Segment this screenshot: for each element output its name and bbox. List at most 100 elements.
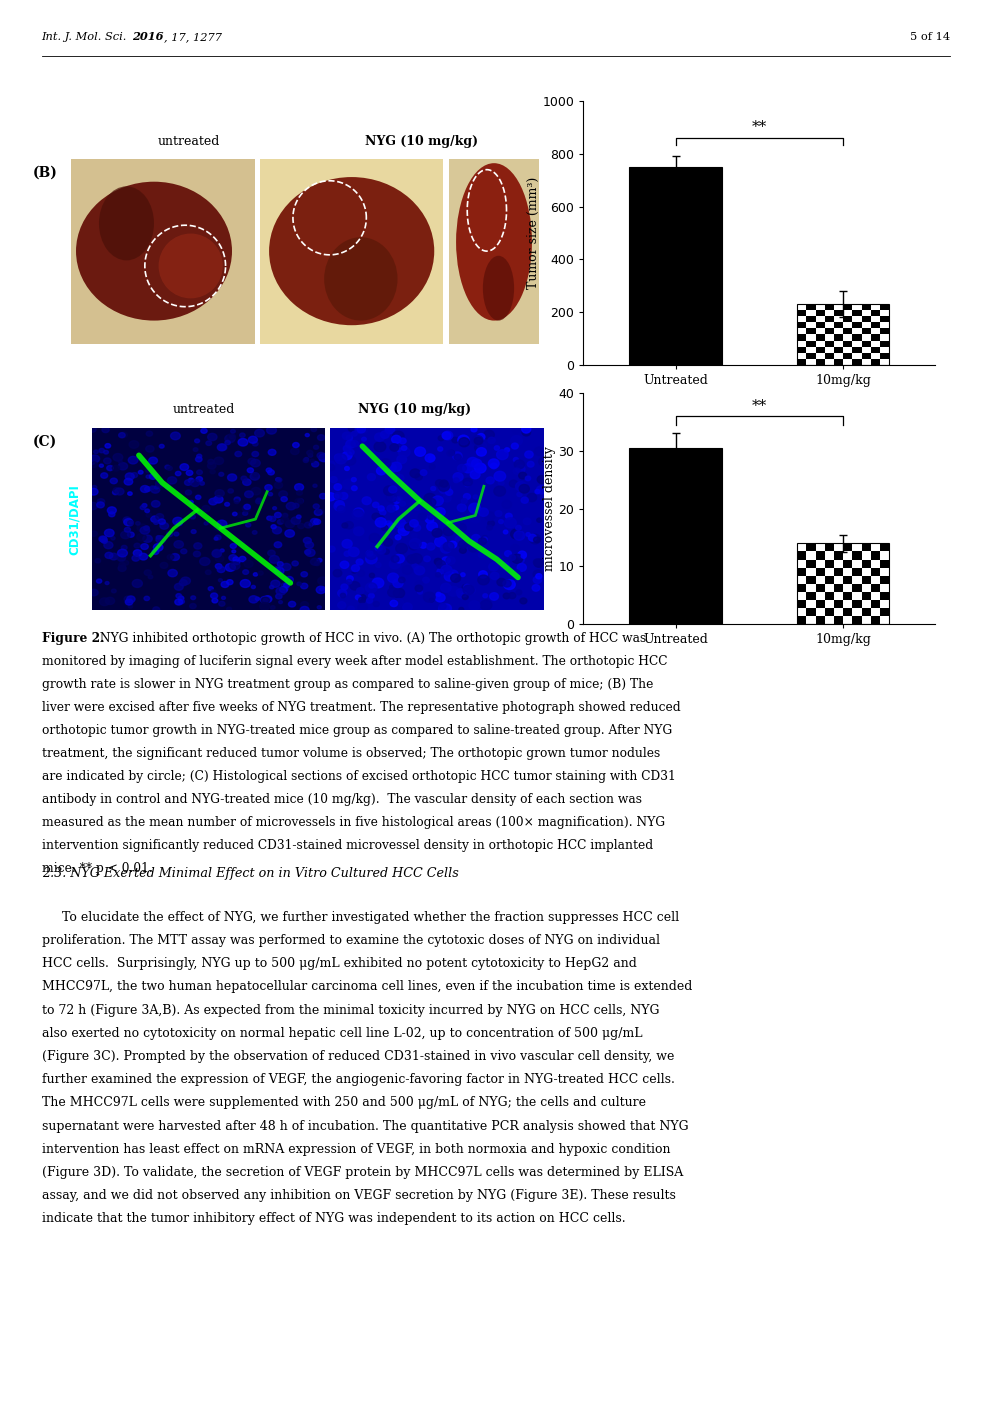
Circle shape bbox=[534, 577, 542, 584]
Circle shape bbox=[284, 584, 290, 588]
Circle shape bbox=[113, 488, 119, 492]
Circle shape bbox=[213, 498, 218, 501]
Circle shape bbox=[517, 492, 522, 497]
Text: to 72 h (Figure 3A,B). As expected from the minimal toxicity incurred by NYG on : to 72 h (Figure 3A,B). As expected from … bbox=[42, 1003, 659, 1017]
Circle shape bbox=[423, 577, 430, 582]
Circle shape bbox=[345, 456, 356, 466]
Circle shape bbox=[387, 505, 395, 512]
Circle shape bbox=[397, 456, 407, 463]
Circle shape bbox=[347, 575, 353, 581]
Circle shape bbox=[225, 435, 235, 443]
Circle shape bbox=[154, 521, 159, 525]
Circle shape bbox=[253, 442, 258, 446]
Circle shape bbox=[439, 480, 448, 487]
Bar bbox=[843, 316, 852, 323]
Circle shape bbox=[457, 464, 466, 473]
Circle shape bbox=[113, 453, 123, 462]
Circle shape bbox=[215, 535, 221, 540]
Circle shape bbox=[514, 460, 525, 469]
Circle shape bbox=[372, 578, 384, 588]
Circle shape bbox=[393, 588, 405, 598]
Circle shape bbox=[271, 581, 280, 588]
Bar bbox=[806, 543, 815, 551]
Circle shape bbox=[171, 432, 181, 439]
Circle shape bbox=[390, 585, 394, 589]
Text: (C): (C) bbox=[33, 435, 57, 449]
Circle shape bbox=[340, 561, 349, 568]
Circle shape bbox=[133, 550, 142, 557]
Circle shape bbox=[219, 602, 225, 606]
Circle shape bbox=[385, 521, 392, 528]
Circle shape bbox=[274, 567, 281, 572]
Circle shape bbox=[156, 536, 161, 539]
Circle shape bbox=[482, 536, 487, 540]
Circle shape bbox=[214, 495, 223, 504]
Circle shape bbox=[288, 579, 293, 584]
Circle shape bbox=[306, 434, 310, 436]
Circle shape bbox=[342, 432, 351, 439]
Circle shape bbox=[93, 450, 98, 453]
Circle shape bbox=[378, 506, 384, 511]
Bar bbox=[798, 616, 806, 624]
Circle shape bbox=[462, 592, 467, 596]
Circle shape bbox=[293, 442, 300, 448]
Circle shape bbox=[143, 535, 152, 543]
Circle shape bbox=[464, 483, 470, 487]
Circle shape bbox=[128, 521, 134, 525]
Circle shape bbox=[337, 589, 347, 598]
Circle shape bbox=[410, 539, 422, 549]
Circle shape bbox=[131, 473, 138, 477]
Circle shape bbox=[387, 488, 392, 492]
Circle shape bbox=[388, 572, 399, 582]
Circle shape bbox=[402, 446, 407, 450]
Circle shape bbox=[90, 589, 98, 596]
Circle shape bbox=[463, 494, 470, 499]
Circle shape bbox=[137, 533, 146, 542]
Circle shape bbox=[273, 526, 282, 535]
Circle shape bbox=[141, 544, 148, 550]
Circle shape bbox=[526, 476, 531, 481]
Circle shape bbox=[384, 539, 393, 546]
Circle shape bbox=[153, 607, 160, 612]
Circle shape bbox=[88, 427, 96, 432]
Circle shape bbox=[239, 557, 246, 561]
Circle shape bbox=[351, 441, 358, 446]
Circle shape bbox=[253, 473, 258, 477]
Bar bbox=[862, 543, 871, 551]
Circle shape bbox=[297, 515, 301, 519]
Circle shape bbox=[467, 588, 475, 593]
Circle shape bbox=[335, 453, 347, 464]
Circle shape bbox=[237, 512, 243, 518]
Circle shape bbox=[104, 529, 114, 537]
Circle shape bbox=[460, 572, 465, 577]
Circle shape bbox=[451, 434, 456, 438]
Circle shape bbox=[90, 462, 94, 464]
Circle shape bbox=[100, 536, 107, 542]
Circle shape bbox=[516, 535, 521, 539]
Circle shape bbox=[115, 488, 124, 495]
Circle shape bbox=[436, 592, 440, 596]
Circle shape bbox=[487, 525, 492, 530]
Text: 2016: 2016 bbox=[132, 31, 164, 42]
Circle shape bbox=[304, 459, 309, 463]
Circle shape bbox=[373, 502, 379, 508]
Bar bbox=[843, 543, 852, 551]
Circle shape bbox=[219, 473, 224, 476]
Ellipse shape bbox=[76, 181, 232, 321]
Circle shape bbox=[194, 439, 199, 443]
Bar bbox=[815, 584, 824, 592]
Circle shape bbox=[146, 446, 154, 452]
Ellipse shape bbox=[456, 163, 532, 320]
Circle shape bbox=[539, 457, 549, 466]
Circle shape bbox=[428, 515, 434, 519]
Circle shape bbox=[208, 459, 214, 464]
Bar bbox=[843, 607, 852, 616]
Text: growth rate is slower in NYG treatment group as compared to saline-given group o: growth rate is slower in NYG treatment g… bbox=[42, 678, 653, 692]
Circle shape bbox=[490, 572, 499, 579]
Circle shape bbox=[386, 492, 397, 502]
Circle shape bbox=[412, 564, 419, 570]
Circle shape bbox=[190, 515, 195, 519]
Circle shape bbox=[490, 592, 498, 600]
Circle shape bbox=[448, 450, 454, 456]
Circle shape bbox=[355, 427, 363, 434]
